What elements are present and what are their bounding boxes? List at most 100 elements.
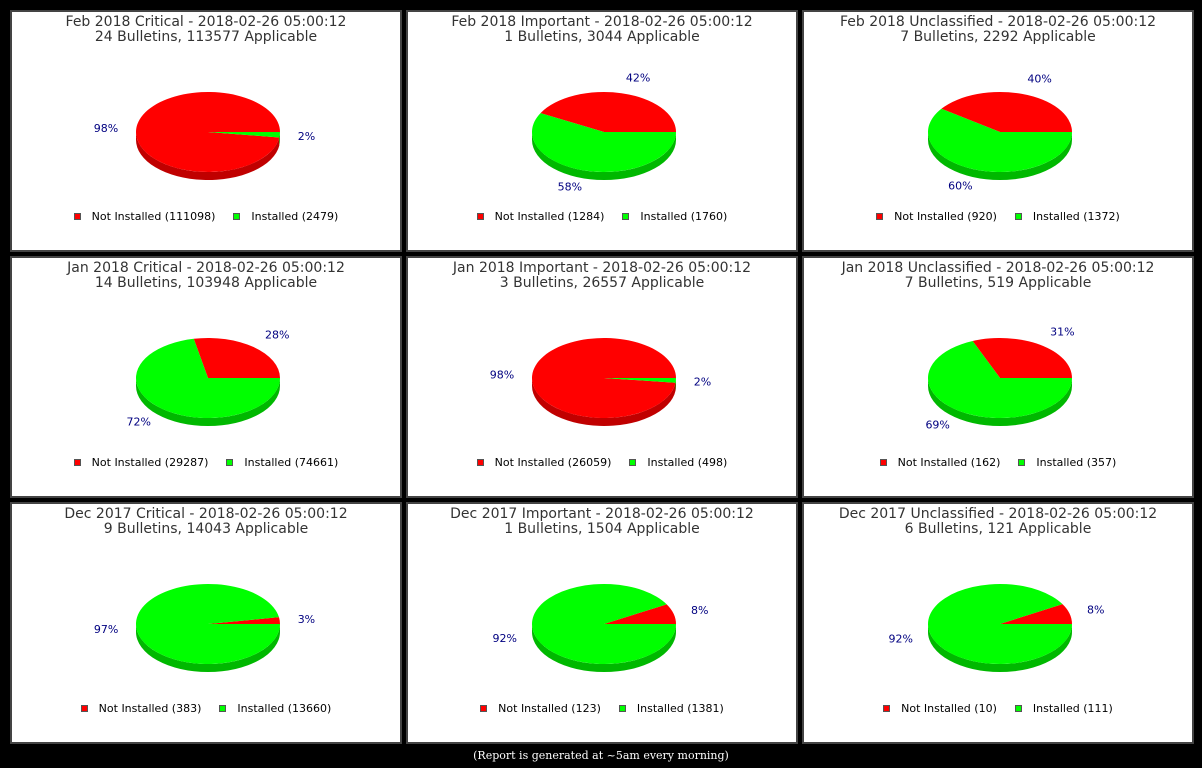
chart-title: Jan 2018 Critical - 2018-02-26 05:00:12 (67, 260, 345, 276)
chart-title-block: Feb 2018 Important - 2018-02-26 05:00:12… (408, 15, 796, 45)
chart-title-block: Dec 2017 Important - 2018-02-26 05:00:12… (408, 507, 796, 537)
chart-legend: Not Installed (111098) Installed (2479) (12, 210, 400, 223)
percent-label: 97% (94, 623, 118, 636)
chart-title-block: Jan 2018 Critical - 2018-02-26 05:00:12 … (12, 261, 400, 291)
legend-label: Not Installed (123) (498, 702, 601, 715)
chart-title: Feb 2018 Unclassified - 2018-02-26 05:00… (839, 14, 1157, 30)
slice-not-installed (532, 337, 676, 418)
legend-item-not-installed: Not Installed (920) (876, 210, 997, 223)
slice-not-installed (1000, 604, 1072, 624)
slice-not-installed (941, 91, 1072, 132)
chart-subtitle: 3 Bulletins, 26557 Applicable (499, 275, 705, 291)
chart-panel: Feb 2018 Critical - 2018-02-26 05:00:12 … (10, 10, 402, 252)
slice-not-installed-side (532, 378, 676, 427)
legend-swatch (480, 705, 488, 712)
percent-label: 2% (694, 375, 711, 388)
chart-title-block: Dec 2017 Critical - 2018-02-26 05:00:12 … (12, 507, 400, 537)
legend-label: Not Installed (10) (901, 702, 997, 715)
legend-item-not-installed: Not Installed (111098) (73, 210, 216, 223)
legend-item-installed: Installed (1381) (618, 702, 724, 715)
pie-chart: 8% 92% (889, 583, 1104, 672)
pie-chart: 28% 72% (127, 329, 290, 429)
chart-subtitle: 1 Bulletins, 1504 Applicable (504, 521, 700, 537)
slice-installed-side (928, 132, 1072, 180)
legend-label: Not Installed (111098) (91, 210, 216, 223)
chart-title-block: Jan 2018 Important - 2018-02-26 05:00:12… (408, 261, 796, 291)
chart-panel: Dec 2017 Critical - 2018-02-26 05:00:12 … (10, 502, 402, 744)
legend-swatch (219, 705, 227, 712)
legend-item-not-installed: Not Installed (10) (883, 702, 997, 715)
chart-subtitle: 1 Bulletins, 3044 Applicable (504, 29, 700, 45)
chart-panel: Dec 2017 Important - 2018-02-26 05:00:12… (406, 502, 798, 744)
slice-installed (532, 584, 676, 665)
chart-subtitle: 7 Bulletins, 2292 Applicable (900, 29, 1096, 45)
chart-panel: Jan 2018 Important - 2018-02-26 05:00:12… (406, 256, 798, 498)
legend-label: Installed (357) (1036, 456, 1117, 469)
chart-subtitle: 7 Bulletins, 519 Applicable (904, 275, 1092, 291)
slice-installed-side (928, 624, 1072, 672)
legend-label: Installed (111) (1032, 702, 1113, 715)
pie-chart: 8% 92% (493, 584, 708, 672)
chart-legend: Not Installed (920) Installed (1372) (804, 210, 1192, 223)
chart-title: Feb 2018 Important - 2018-02-26 05:00:12 (451, 14, 753, 30)
legend-label: Installed (1760) (640, 210, 728, 223)
chart-subtitle: 14 Bulletins, 103948 Applicable (94, 275, 318, 291)
percent-label: 92% (493, 632, 517, 645)
percent-label: 8% (691, 604, 708, 617)
legend-item-not-installed: Not Installed (1284) (476, 210, 605, 223)
slice-not-installed-side (136, 132, 280, 180)
slice-not-installed (208, 617, 280, 624)
chart-legend: Not Installed (29287) Installed (74661) (12, 456, 400, 469)
legend-swatch (618, 705, 626, 712)
percent-label: 72% (127, 415, 151, 428)
chart-title-block: Dec 2017 Unclassified - 2018-02-26 05:00… (804, 507, 1192, 537)
legend-label: Installed (74661) (244, 456, 339, 469)
percent-label: 31% (1050, 326, 1074, 339)
legend-label: Not Installed (162) (897, 456, 1001, 469)
percent-label: 69% (925, 419, 949, 432)
legend-label: Installed (2479) (251, 210, 339, 223)
slice-installed (208, 132, 280, 138)
slice-installed (928, 583, 1072, 664)
chart-legend: Not Installed (123) Installed (1381) (408, 702, 796, 715)
chart-title: Jan 2018 Important - 2018-02-26 05:00:12 (452, 260, 752, 276)
chart-title-block: Feb 2018 Unclassified - 2018-02-26 05:00… (804, 15, 1192, 45)
chart-legend: Not Installed (26059) Installed (498) (408, 456, 796, 469)
legend-label: Installed (1372) (1032, 210, 1120, 223)
legend-swatch (622, 213, 630, 220)
chart-panel: Feb 2018 Unclassified - 2018-02-26 05:00… (802, 10, 1194, 252)
percent-label: 60% (948, 179, 972, 192)
slice-installed-side (532, 132, 676, 180)
pie-chart: 42% 58% (532, 72, 676, 193)
chart-title: Dec 2017 Critical - 2018-02-26 05:00:12 (64, 506, 348, 522)
slice-not-installed (136, 91, 280, 172)
percent-label: 2% (298, 130, 315, 143)
percent-label: 3% (298, 613, 315, 626)
legend-label: Not Installed (383) (98, 702, 202, 715)
legend-swatch (883, 705, 891, 712)
chart-title: Dec 2017 Important - 2018-02-26 05:00:12 (450, 506, 754, 522)
slice-installed (136, 338, 280, 418)
legend-item-not-installed: Not Installed (26059) (476, 456, 612, 469)
legend-item-installed: Installed (13660) (219, 702, 331, 715)
legend-label: Installed (498) (647, 456, 728, 469)
chart-panel: Feb 2018 Important - 2018-02-26 05:00:12… (406, 10, 798, 252)
slice-installed (928, 108, 1072, 172)
legend-label: Not Installed (26059) (494, 456, 612, 469)
slice-installed (604, 378, 676, 383)
chart-title-block: Jan 2018 Unclassified - 2018-02-26 05:00… (804, 261, 1192, 291)
chart-title: Jan 2018 Unclassified - 2018-02-26 05:00… (841, 260, 1155, 276)
legend-swatch (629, 459, 637, 466)
legend-item-not-installed: Not Installed (162) (879, 456, 1001, 469)
pie-chart: 31% 69% (925, 326, 1074, 432)
legend-item-not-installed: Not Installed (29287) (73, 456, 208, 469)
slice-installed (928, 341, 1072, 419)
percent-label: 42% (626, 72, 650, 85)
legend-item-installed: Installed (111) (1014, 702, 1113, 715)
chart-panel: Jan 2018 Critical - 2018-02-26 05:00:12 … (10, 256, 402, 498)
legend-swatch (233, 213, 241, 220)
slice-installed-side (136, 624, 280, 672)
legend-label: Not Installed (1284) (494, 210, 605, 223)
percent-label: 98% (490, 369, 514, 382)
pie-chart: 3% 97% (94, 583, 315, 672)
